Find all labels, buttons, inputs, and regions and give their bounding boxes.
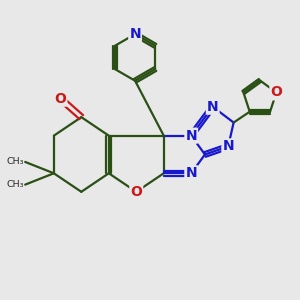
Text: O: O (55, 92, 66, 106)
Text: O: O (130, 185, 142, 199)
Text: N: N (185, 166, 197, 180)
Text: N: N (207, 100, 218, 114)
Text: N: N (222, 140, 234, 153)
Text: N: N (185, 129, 197, 143)
Text: N: N (129, 27, 141, 41)
Text: O: O (270, 85, 282, 99)
Text: CH₃: CH₃ (6, 158, 24, 166)
Text: CH₃: CH₃ (6, 180, 24, 189)
